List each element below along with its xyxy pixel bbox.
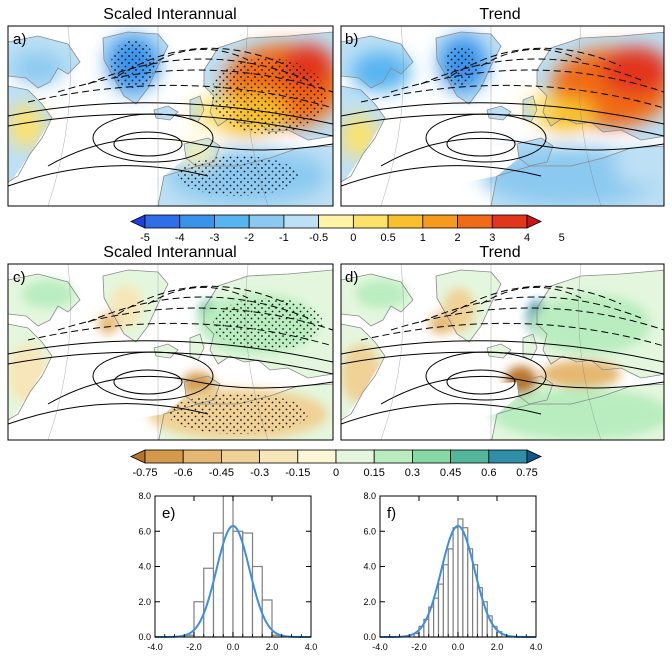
histogram-e: -4.0 -2.0 0.0 2.0 4.0 0.0 2.0 4.0 6.0 8.0 e): [138, 491, 317, 652]
colorbar-bottom-label: -0.75: [132, 467, 157, 479]
x-tick-label: -4.0: [372, 642, 388, 652]
colorbar-top-box-9: [422, 214, 458, 229]
colorbar-bottom-label: -0.45: [209, 467, 234, 479]
x-tick-label: 0.0: [452, 642, 465, 652]
colorbar-bottom-label: 0.75: [516, 467, 537, 479]
histogram-bar: [232, 530, 244, 638]
panel-label: e): [162, 505, 175, 522]
x-tick-label: 2.0: [491, 642, 504, 652]
panel-d-title: Trend: [479, 244, 520, 261]
histogram-bar: [222, 495, 234, 638]
colorbar-top-label: 5: [559, 232, 565, 244]
colorbar-bottom-box-1: [144, 449, 184, 464]
panel-c-label: c): [13, 269, 26, 286]
colorbar-top-box-7: [352, 214, 389, 229]
colorbar-bottom-box-6: [335, 449, 375, 464]
colorbar-top-label: -2: [244, 232, 254, 244]
colorbar-top-label: -0.5: [309, 232, 328, 244]
panel-a-label: a): [13, 31, 26, 48]
colorbar-top-box-11: [491, 214, 528, 229]
colorbar-top-box-10: [457, 214, 493, 229]
histogram-bar: [442, 564, 449, 638]
colorbar-top-label: 3: [489, 232, 495, 244]
colorbar-top: -5 -4 -3 -2 -1 -0.5 0 0.5 1 2 3 4 5: [130, 214, 565, 244]
colorbar-bottom-box-5: [297, 449, 337, 464]
colorbar-bottom-label: -0.15: [285, 467, 310, 479]
panel-label: f): [387, 505, 396, 522]
colorbar-top-label: 0: [350, 232, 356, 244]
x-tick-label: 2.0: [266, 642, 279, 652]
colorbar-top-box-1: [144, 214, 181, 229]
y-tick-label: 0.0: [138, 632, 151, 642]
fit-curve: [155, 524, 311, 638]
x-tick-label: -2.0: [411, 642, 427, 652]
colorbar-top-box-0: [130, 214, 146, 229]
colorbar-top-label: -1: [279, 232, 289, 244]
colorbar-bottom-label: -0.3: [250, 467, 269, 479]
histogram-bar: [447, 548, 454, 638]
y-tick-label: 8.0: [363, 491, 376, 501]
x-tick-label: 4.0: [530, 642, 543, 652]
colorbar-top-label: 0.5: [380, 232, 395, 244]
x-tick-label: 0.0: [227, 642, 240, 652]
colorbar-top-label: 4: [524, 232, 530, 244]
histogram-bar: [437, 583, 444, 638]
colorbar-top-box-12: [526, 214, 542, 229]
x-tick-label: 4.0: [305, 642, 318, 652]
colorbar-top-label: -4: [175, 232, 185, 244]
colorbar-top-box-2: [179, 214, 215, 229]
colorbar-top-box-6: [318, 214, 354, 229]
colorbar-top-label: 2: [454, 232, 460, 244]
x-tick-label: -4.0: [147, 642, 163, 652]
panel-b-title: Trend: [479, 6, 520, 23]
histogram-f: -4.0 -2.0 0.0 2.0 4.0 0.0 2.0 4.0 6.0 8.0 f): [363, 491, 542, 652]
colorbar-top-label: -3: [210, 232, 220, 244]
panel-b-label: b): [345, 31, 358, 48]
colorbar-bottom-box-2: [182, 449, 222, 464]
x-tick-label: -2.0: [186, 642, 202, 652]
panel-c-title: Scaled Interannual: [103, 244, 236, 261]
colorbar-bottom-box-8: [411, 449, 451, 464]
colorbar-bottom-label: 0.3: [405, 467, 420, 479]
histogram-bar: [433, 597, 440, 638]
colorbar-top-box-5: [283, 214, 320, 229]
colorbar-top-box-3: [214, 214, 250, 229]
colorbar-bottom-box-0: [130, 449, 146, 464]
colorbar-bottom-box-3: [220, 449, 260, 464]
fit-curve: [380, 524, 536, 638]
colorbar-bottom: -0.75 -0.6 -0.45 -0.3 -0.15 0 0.15 0.3 0.45 0.6 0.…: [130, 449, 542, 479]
y-tick-label: 2.0: [363, 597, 376, 607]
y-tick-label: 8.0: [138, 491, 151, 501]
panel-d-map: [341, 264, 664, 440]
colorbar-top-label: 1: [420, 232, 426, 244]
histogram-bar: [452, 527, 459, 638]
panel-b-map: [341, 26, 664, 206]
y-tick-label: 4.0: [363, 562, 376, 572]
colorbar-bottom-box-7: [373, 449, 413, 464]
colorbar-top-box-4: [248, 214, 285, 229]
panel-a-map: [8, 26, 333, 206]
colorbar-bottom-box-11: [526, 449, 542, 464]
y-tick-label: 6.0: [138, 526, 151, 536]
colorbar-bottom-label: -0.6: [174, 467, 193, 479]
panel-d-label: d): [345, 269, 358, 286]
colorbar-bottom-label: 0: [333, 467, 339, 479]
colorbar-bottom-box-9: [450, 449, 490, 464]
colorbar-bottom-label: 0.6: [481, 467, 496, 479]
colorbar-bottom-label: 0.45: [440, 467, 461, 479]
contours: [8, 47, 333, 187]
y-tick-label: 0.0: [363, 632, 376, 642]
panel-a-title: Scaled Interannual: [103, 6, 236, 23]
colorbar-bottom-label: 0.15: [363, 467, 384, 479]
y-tick-label: 4.0: [138, 562, 151, 572]
panel-c-map: [8, 264, 333, 440]
colorbar-bottom-box-4: [259, 449, 299, 464]
colorbar-top-box-8: [387, 214, 424, 229]
y-tick-label: 6.0: [363, 526, 376, 536]
colorbar-top-label: -5: [140, 232, 150, 244]
histogram-bar: [457, 518, 464, 638]
colorbar-bottom-box-10: [488, 449, 528, 464]
y-tick-label: 2.0: [138, 597, 151, 607]
